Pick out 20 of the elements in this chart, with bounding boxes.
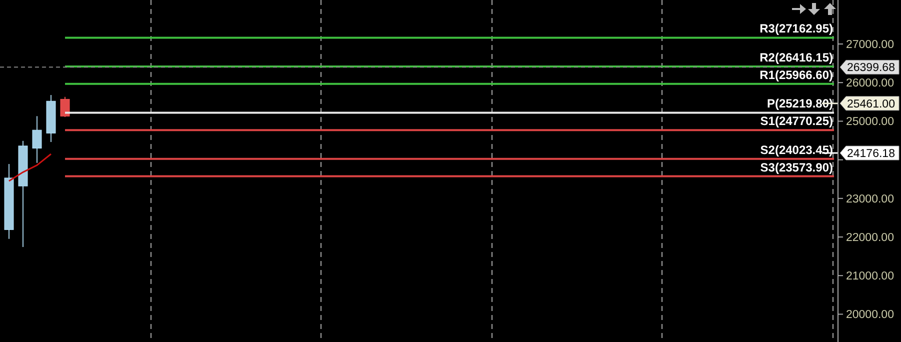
- ref-line-label: S1(24770.25): [760, 114, 833, 128]
- ref-line-label: 26399.68: [847, 62, 895, 74]
- ref-line-label: P(25219.80): [766, 96, 834, 111]
- ref-line-label: S3(23573.90): [760, 160, 833, 174]
- candlestick: [60, 96, 70, 118]
- y-tick-label: 21000.00: [846, 270, 894, 283]
- y-tick-label: 20000.00: [846, 309, 894, 322]
- ref-line-label: R3(27162.95): [760, 22, 833, 36]
- ref-line-label: 24176.18: [847, 148, 895, 160]
- line-series: [8, 153, 52, 182]
- candlestick: [32, 116, 42, 164]
- ref-line-label: R1(25966.60): [760, 68, 833, 82]
- y-tick-label: 22000.00: [846, 232, 894, 244]
- ref-line-label: S2(24023.45): [760, 142, 833, 157]
- y-tick-label: 25000.00: [846, 116, 894, 128]
- ref-line-label: R2(26416.15): [760, 50, 833, 65]
- y-tick-label: 23000.00: [846, 193, 894, 206]
- y-tick-label: 27000.00: [846, 39, 894, 52]
- ref-line-label: 25461.00: [847, 98, 895, 110]
- y-tick-label: 26000.00: [846, 78, 894, 90]
